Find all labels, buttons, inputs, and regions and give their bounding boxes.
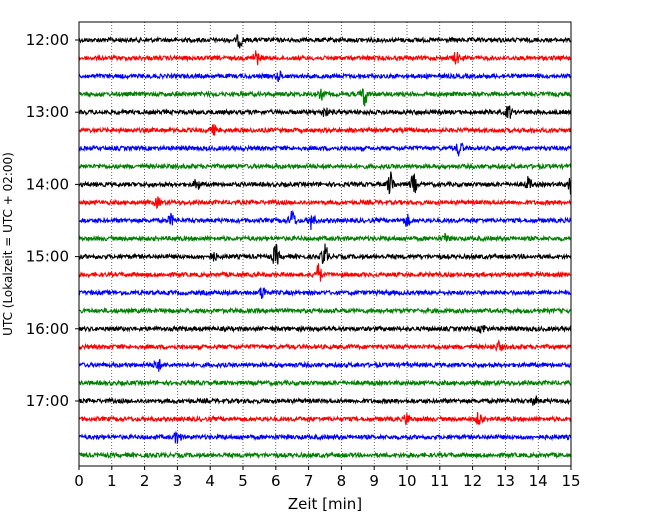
trace-1515 (78, 263, 572, 282)
trace-1630 (78, 359, 572, 372)
trace-1445 (78, 232, 572, 243)
y-tick-label: 16:00 (26, 320, 69, 338)
x-tick-label: 4 (205, 472, 215, 490)
x-tick-label: 8 (337, 472, 347, 490)
trace-1400 (78, 171, 572, 195)
x-tick-label: 7 (304, 472, 314, 490)
y-tick-label: 17:00 (26, 392, 69, 410)
y-tick-label: 14:00 (26, 175, 69, 193)
x-tick-label: 0 (74, 472, 84, 490)
trace-1315 (78, 123, 572, 136)
trace-1430 (78, 209, 572, 231)
x-tick-label: 5 (238, 472, 248, 490)
x-tick-label: 11 (430, 472, 449, 490)
x-tick-label: 6 (271, 472, 281, 490)
trace-1600 (78, 324, 572, 334)
trace-1415 (78, 196, 572, 209)
trace-1730 (78, 431, 572, 444)
trace-1300 (78, 105, 572, 119)
x-tick-label: 10 (397, 472, 416, 490)
x-tick-label: 13 (496, 472, 515, 490)
y-tick-label: 12:00 (26, 31, 69, 49)
trace-1230 (78, 69, 572, 83)
x-tick-label: 15 (561, 472, 580, 490)
plot-frame (78, 21, 572, 467)
y-tick-label: 13:00 (26, 103, 69, 121)
trace-1530 (78, 287, 572, 299)
trace-1745 (78, 451, 572, 460)
trace-1330 (78, 142, 572, 157)
seismic-traces (78, 34, 572, 460)
trace-1500 (78, 243, 572, 265)
x-tick-label: 14 (529, 472, 548, 490)
trace-1345 (78, 162, 572, 171)
trace-1545 (78, 306, 572, 316)
axis-ticks: 0 1 2 3 4 5 6 7 8 9 10 11 12 13 14 1512:0013:0014:0015:… (26, 31, 581, 490)
trace-1200 (78, 34, 572, 49)
trace-1645 (78, 378, 572, 388)
trace-1615 (78, 339, 572, 353)
trace-1245 (78, 88, 572, 107)
x-tick-label: 1 (107, 472, 117, 490)
y-tick-label: 15:00 (26, 248, 69, 266)
x-tick-label: 3 (173, 472, 183, 490)
x-tick-label: 12 (463, 472, 482, 490)
trace-1215 (78, 50, 572, 66)
trace-1700 (78, 395, 572, 406)
y-axis-label: UTC (Lokalzeit = UTC + 02:00) (1, 152, 15, 336)
x-axis-label: Zeit [min] (288, 495, 362, 513)
x-tick-label: 2 (140, 472, 150, 490)
trace-1715 (78, 411, 572, 426)
vertical-gridlines (111, 22, 539, 466)
x-tick-label: 9 (369, 472, 379, 490)
